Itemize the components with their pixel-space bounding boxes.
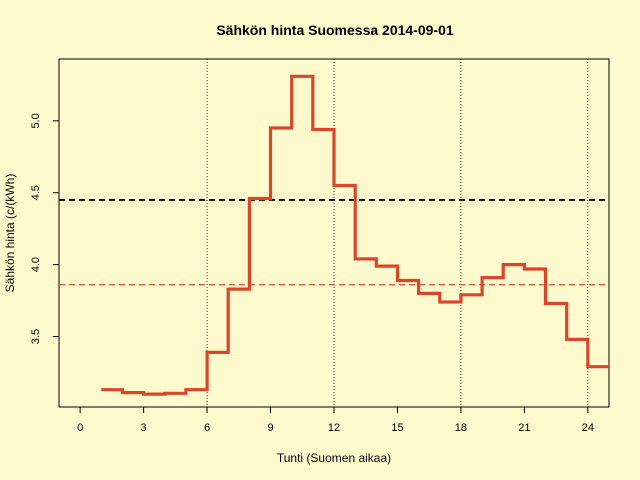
reference-lines [59,199,609,286]
y-tick-label: 3.5 [30,329,42,344]
price-step-line [101,74,609,396]
x-tick-label: 24 [582,422,594,434]
vertical-lines [206,59,589,407]
x-axis-label: Tunti (Suomen aikaa) [277,451,391,465]
chart-title: Sähkön hinta Suomessa 2014-09-01 [216,22,454,38]
x-tick-label: 12 [328,422,340,434]
y-axis-label: Sähkön hinta (c/(kWh) [3,174,17,293]
y-tick-label: 4.5 [30,185,42,200]
x-tick-label: 15 [391,422,403,434]
x-tick-label: 18 [455,422,467,434]
x-tick-label: 21 [518,422,530,434]
x-tick-label: 6 [204,422,210,434]
x-tick-label: 9 [267,422,273,434]
price-series [101,74,609,396]
x-tick-label: 3 [141,422,147,434]
y-tick-label: 4.0 [30,257,42,272]
y-tick-label: 5.0 [30,113,42,128]
x-axis: 0 3 6 9 12 15 18 21 24 [77,407,594,434]
y-axis: 3.5 4.0 4.5 5.0 [30,113,59,344]
x-tick-label: 0 [77,422,83,434]
